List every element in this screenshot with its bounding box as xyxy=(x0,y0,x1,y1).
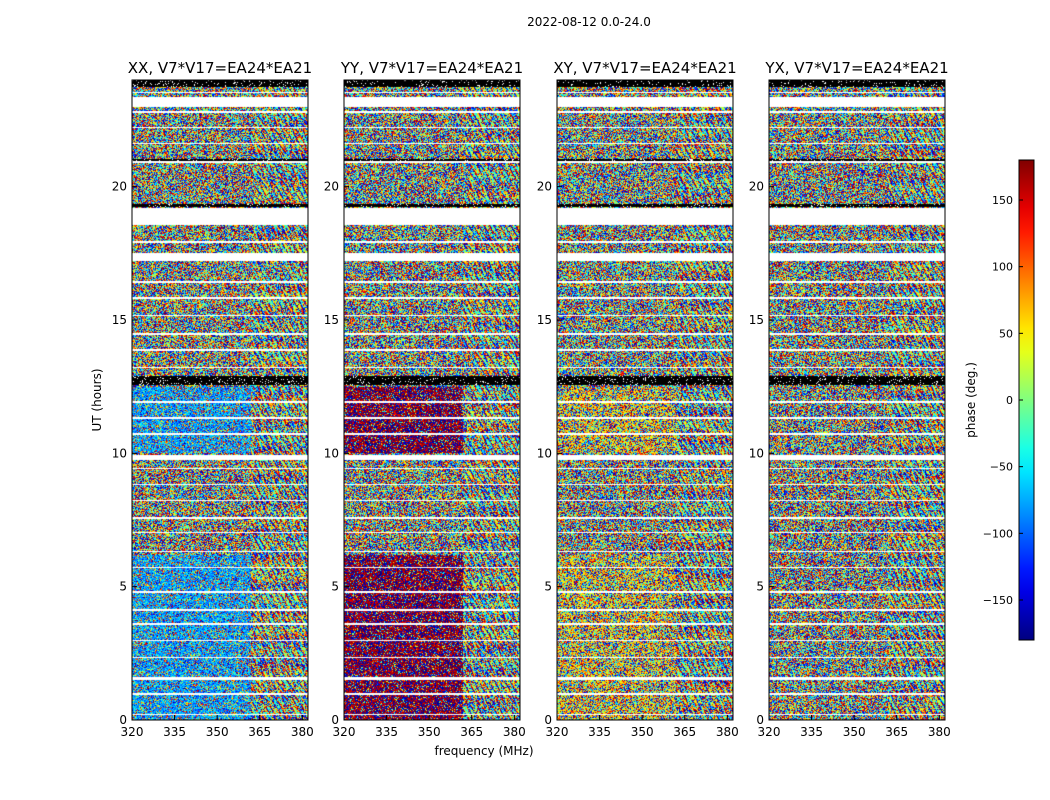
y-tick-label: 20 xyxy=(749,180,764,194)
y-tick-label: 5 xyxy=(756,580,764,594)
y-tick-label: 15 xyxy=(324,313,339,327)
colorbar-tick-label: −150 xyxy=(983,594,1013,607)
y-tick-label: 15 xyxy=(749,313,764,327)
y-axis-label: UT (hours) xyxy=(90,368,104,431)
y-tick-label: 15 xyxy=(537,313,552,327)
panel-frame xyxy=(131,79,309,721)
y-tick-label: 0 xyxy=(119,713,127,727)
x-tick-label: 365 xyxy=(673,725,696,739)
panel-xy: XY, V7*V17=EA24*EA21 320 335 350 365 380 0 5 10 1… xyxy=(537,59,739,739)
x-tick-label: 320 xyxy=(121,725,144,739)
x-tick-label: 335 xyxy=(588,725,611,739)
colorbar-gradient xyxy=(1019,160,1034,640)
colorbar: 150 100 50 0 −50 −100 −150 phase (deg.) xyxy=(964,159,1035,641)
x-tick-label: 380 xyxy=(503,725,526,739)
y-tick-label: 10 xyxy=(112,446,127,460)
y-tick-label: 10 xyxy=(749,446,764,460)
y-tick-label: 20 xyxy=(112,180,127,194)
x-tick-label: 350 xyxy=(843,725,866,739)
colorbar-tick-label: −100 xyxy=(983,527,1013,540)
colorbar-tick-label: −50 xyxy=(990,461,1013,474)
panels: XX, V7*V17=EA24*EA21 320 335 350 365 380 0 5 10 1… xyxy=(112,59,951,739)
x-tick-label: 335 xyxy=(800,725,823,739)
y-tick-label: 20 xyxy=(537,180,552,194)
x-tick-label: 380 xyxy=(928,725,951,739)
x-tick-label: 380 xyxy=(291,725,314,739)
x-tick-label: 350 xyxy=(418,725,441,739)
heatmap-image xyxy=(557,80,733,720)
x-axis-label: frequency (MHz) xyxy=(434,744,533,758)
x-tick-label: 335 xyxy=(163,725,186,739)
y-tick-label: 10 xyxy=(324,446,339,460)
y-tick-label: 0 xyxy=(331,713,339,727)
heatmap-image xyxy=(132,80,308,720)
x-tick-label: 365 xyxy=(885,725,908,739)
panel-frame xyxy=(343,79,521,721)
colorbar-tick-label: 150 xyxy=(992,194,1013,207)
colorbar-tick-label: 100 xyxy=(992,261,1013,274)
panel-title: YX, V7*V17=EA24*EA21 xyxy=(764,59,948,77)
panel-yy: YY, V7*V17=EA24*EA21 320 335 350 365 380 0 5 10 1… xyxy=(324,59,526,739)
y-tick-label: 0 xyxy=(544,713,552,727)
x-tick-label: 380 xyxy=(716,725,739,739)
x-tick-label: 350 xyxy=(631,725,654,739)
panel-xx: XX, V7*V17=EA24*EA21 320 335 350 365 380 0 5 10 1… xyxy=(112,59,314,739)
x-tick-label: 350 xyxy=(206,725,229,739)
colorbar-label: phase (deg.) xyxy=(964,362,978,438)
panel-title: XX, V7*V17=EA24*EA21 xyxy=(128,59,312,77)
y-tick-label: 5 xyxy=(331,580,339,594)
heatmap-image xyxy=(769,80,945,720)
panel-frame xyxy=(556,79,734,721)
x-tick-label: 320 xyxy=(546,725,569,739)
y-tick-label: 20 xyxy=(324,180,339,194)
x-tick-label: 335 xyxy=(375,725,398,739)
x-tick-label: 365 xyxy=(248,725,271,739)
colorbar-tick-label: 0 xyxy=(1006,394,1013,407)
panel-title: YY, V7*V17=EA24*EA21 xyxy=(340,59,523,77)
heatmap-image xyxy=(344,80,520,720)
y-tick-label: 5 xyxy=(119,580,127,594)
panel-frame xyxy=(768,79,946,721)
y-tick-label: 15 xyxy=(112,313,127,327)
y-tick-label: 0 xyxy=(756,713,764,727)
y-tick-label: 5 xyxy=(544,580,552,594)
panel-yx: YX, V7*V17=EA24*EA21 320 335 350 365 380 0 5 10 1… xyxy=(749,59,951,739)
x-tick-label: 320 xyxy=(758,725,781,739)
y-tick-label: 10 xyxy=(537,446,552,460)
colorbar-tick-label: 50 xyxy=(999,327,1013,340)
x-tick-label: 320 xyxy=(333,725,356,739)
panel-title: XY, V7*V17=EA24*EA21 xyxy=(553,59,736,77)
x-tick-label: 365 xyxy=(460,725,483,739)
figure-suptitle: 2022-08-12 0.0-24.0 xyxy=(527,15,651,29)
